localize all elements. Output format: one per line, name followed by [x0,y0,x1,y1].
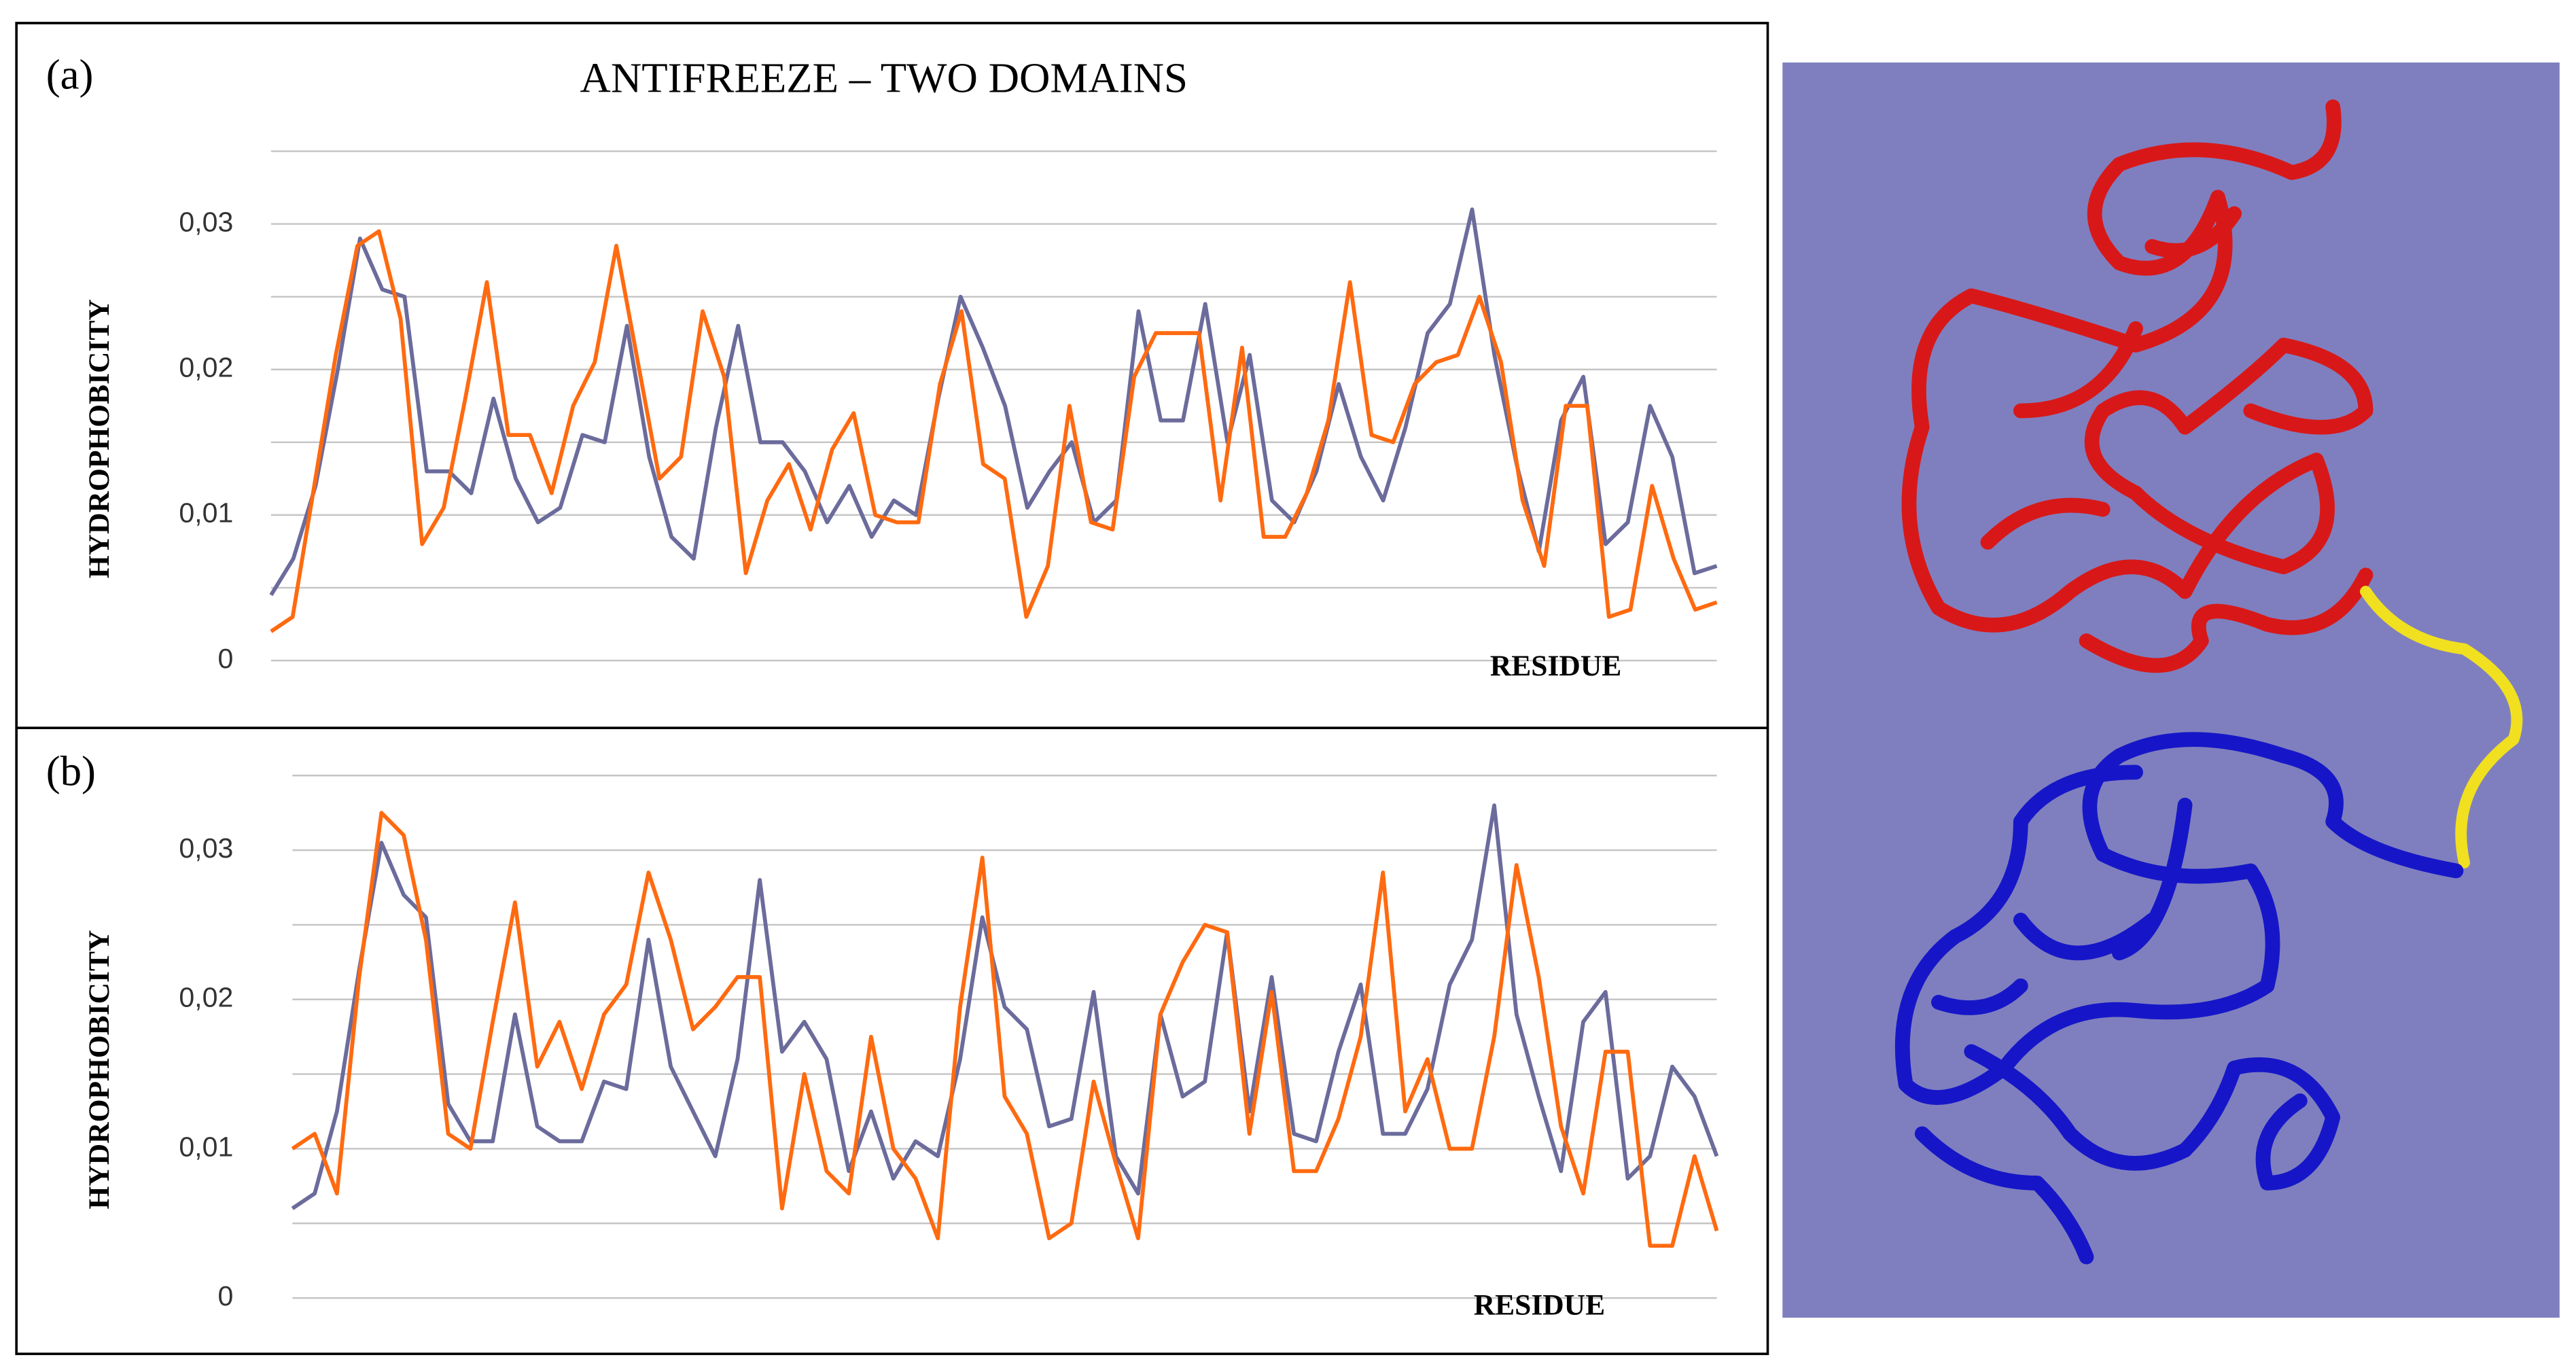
x-axis-label: RESIDUE [1474,1289,1605,1322]
y-tick-label: 0,03 [179,832,233,864]
y-tick-label: 0 [217,1280,233,1312]
y-tick-label: 0,02 [179,352,233,383]
red-domain [1901,99,2374,673]
x-axis-label: RESIDUE [1490,650,1621,682]
blue-domain [1894,732,2464,1265]
linker [2360,586,2523,868]
data-line [291,811,1719,1248]
y-tick-label: 0,03 [179,206,233,237]
image-background [1782,62,2560,1318]
data-line [270,229,1718,633]
panel-label: (b) [46,747,96,795]
charts-frame [15,22,1769,1356]
data-line [269,207,1718,597]
y-axis-label: HYDROPHOBICITY [83,930,116,1210]
data-line [291,803,1719,1210]
panel-label: (a) [46,51,94,99]
y-tick-label: 0 [217,643,233,674]
y-axis-label: HYDROPHOBICITY [83,299,116,578]
y-tick-label: 0,01 [179,497,233,529]
y-tick-label: 0,01 [179,1131,233,1162]
y-tick-label: 0,02 [179,982,233,1013]
protein-image [1782,62,2560,1318]
chart-title: ANTIFREEZE – TWO DOMAINS [580,54,1188,101]
